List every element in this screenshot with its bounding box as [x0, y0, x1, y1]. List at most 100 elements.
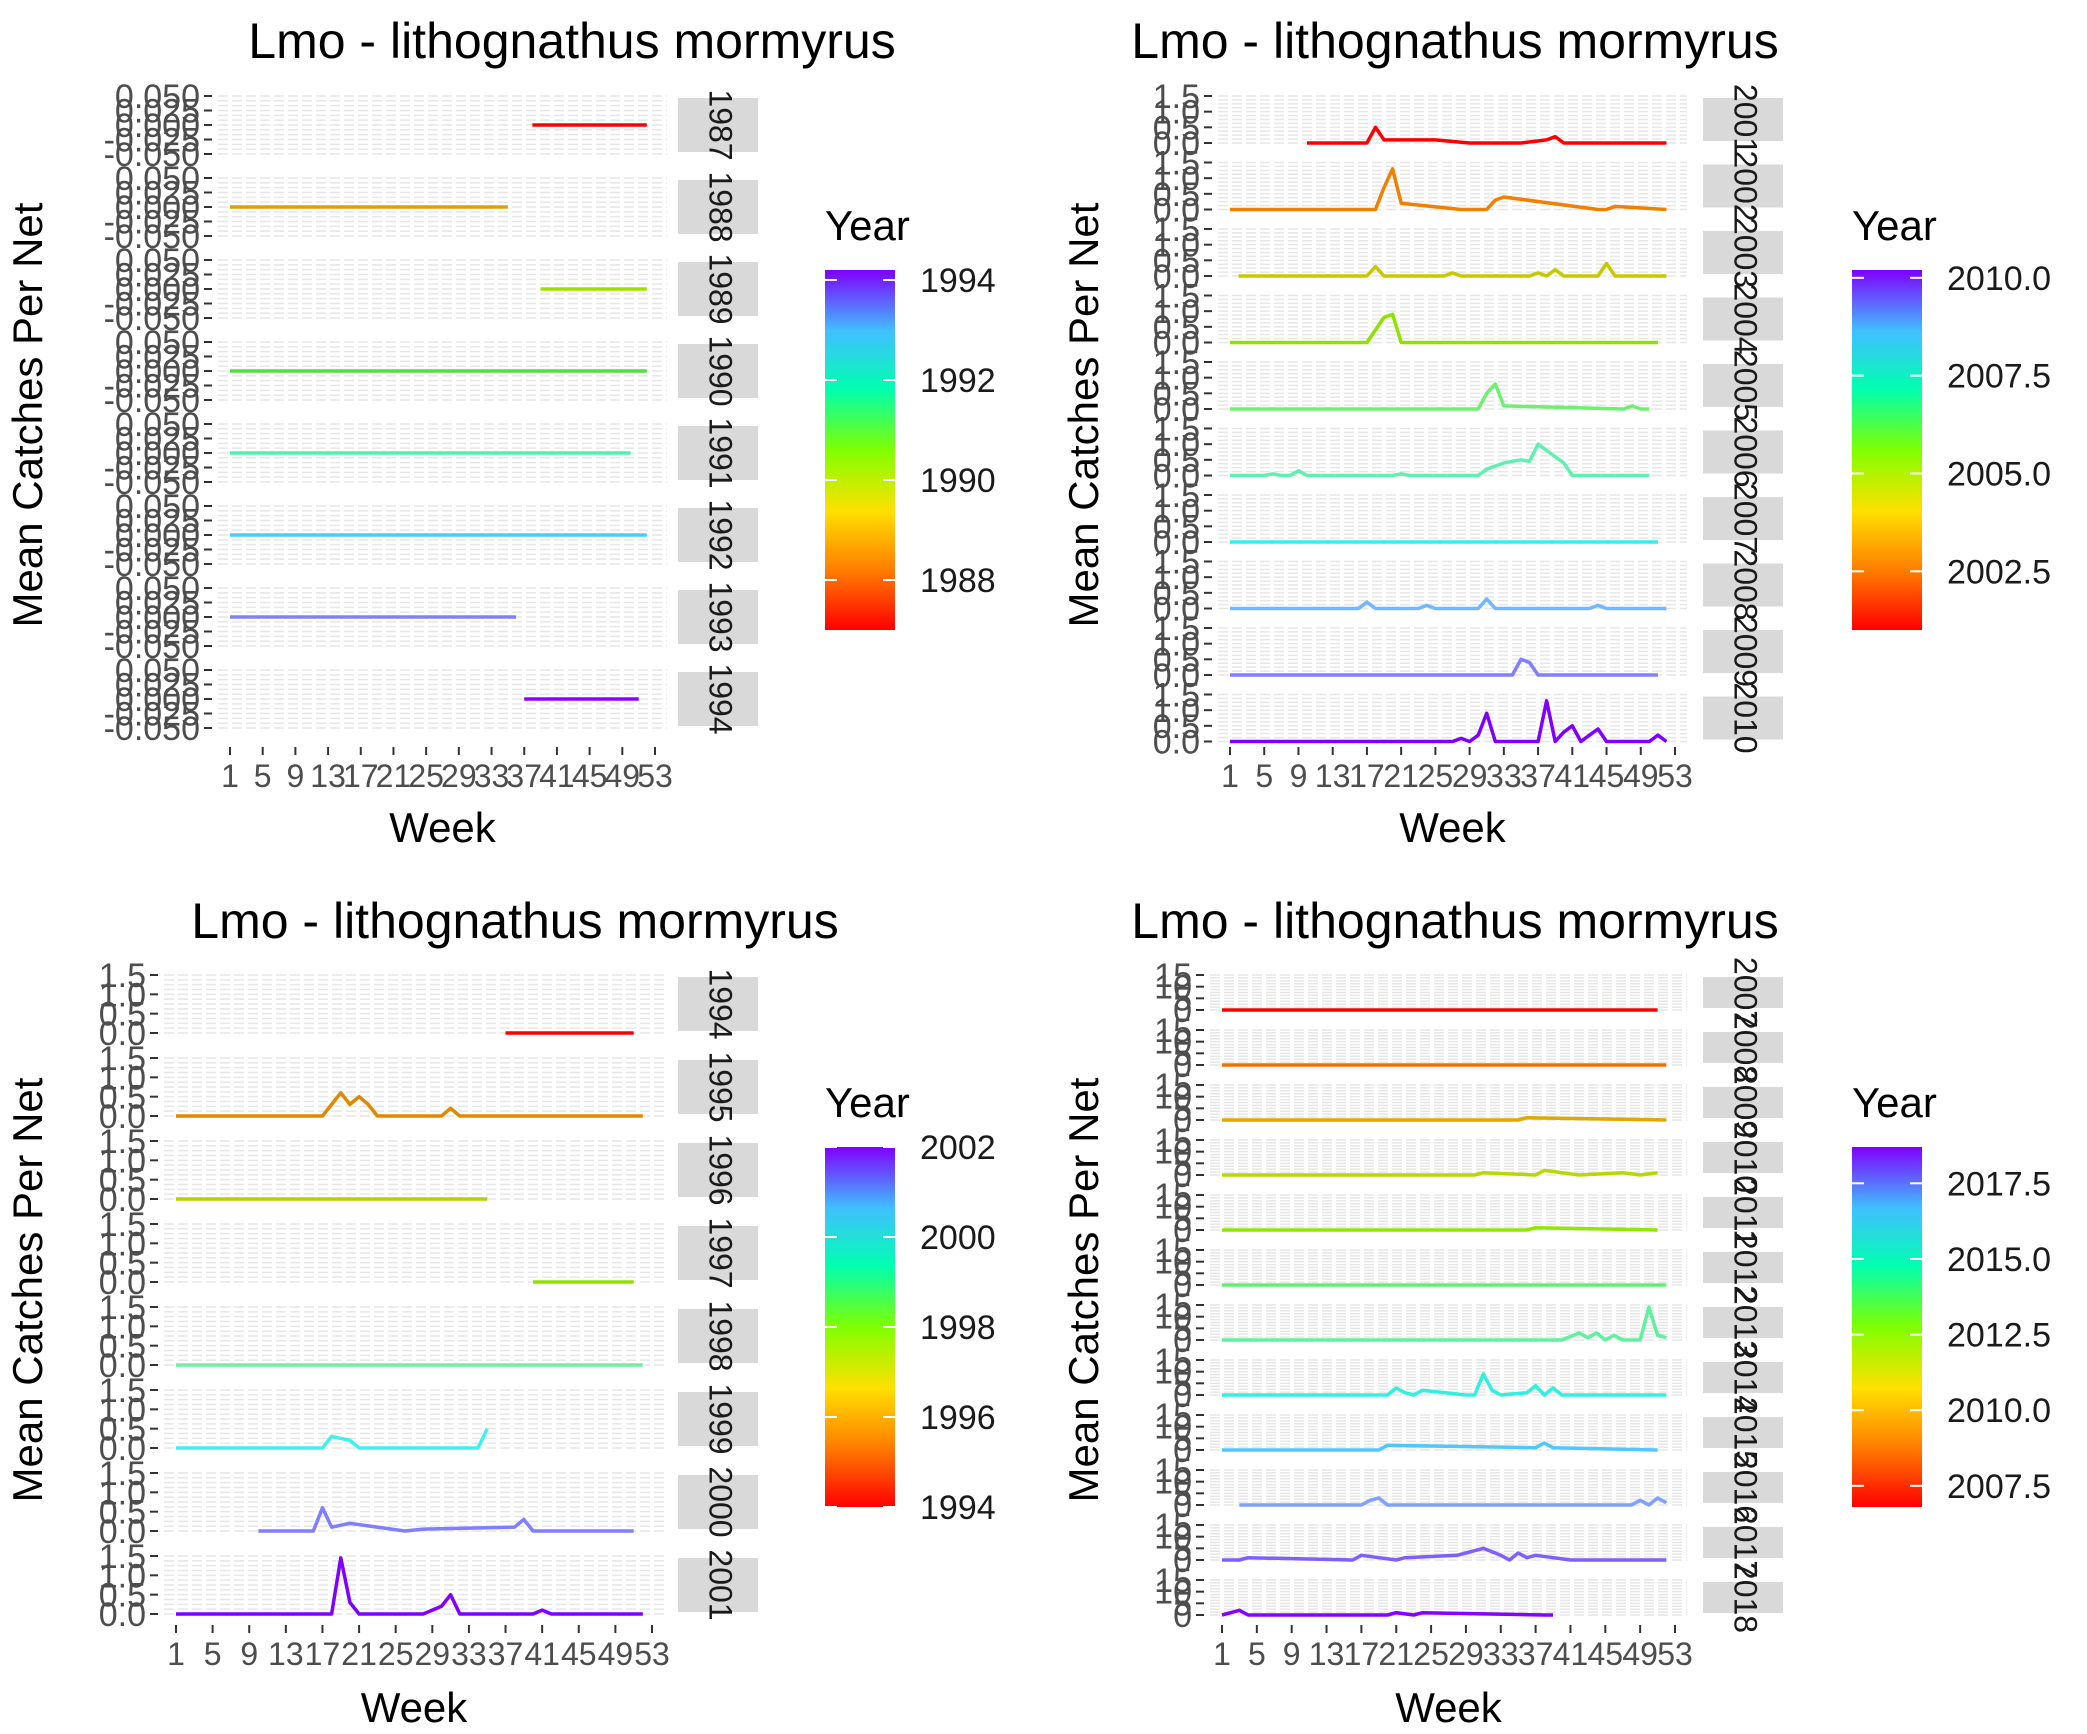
x-tick-label: 13: [268, 1636, 304, 1672]
legend-title: Year: [1852, 202, 1937, 249]
legend-tick-label: 1994: [920, 262, 996, 300]
facet-strip: [1703, 1527, 1783, 1558]
series-line-2006: [1230, 442, 1650, 478]
y-tick-label: -0.050: [104, 464, 200, 502]
facet-strip: [678, 1060, 758, 1114]
legend-tick-label: 1994: [920, 1489, 996, 1527]
facet-strip: [678, 344, 758, 398]
y-tick-label: 0.0: [99, 1430, 146, 1468]
y-tick-label: -0.025: [104, 204, 200, 242]
y-tick-label: 0.050: [115, 570, 200, 608]
y-tick-label: 15: [1154, 1232, 1192, 1270]
chart-panel-1: Lmo - lithognathus mormyrus Mean Catches …: [4, 13, 996, 851]
facet-strip-label: 1991: [703, 417, 739, 488]
y-tick-label: -0.025: [104, 286, 200, 324]
x-tick-label: 49: [605, 758, 641, 794]
x-tick-label: 17: [343, 758, 379, 794]
facet-strip-label: 2018: [1728, 1562, 1764, 1633]
x-tick-label: 29: [1452, 758, 1488, 794]
facet-strip-label: 2006: [1728, 416, 1764, 487]
x-tick-label: 53: [1657, 1636, 1693, 1672]
facet-strip: [678, 1226, 758, 1280]
x-tick-label: 9: [1290, 758, 1308, 794]
y-tick-label: -0.050: [104, 546, 200, 584]
y-tick-label: 1.5: [1153, 278, 1200, 316]
y-tick-label: 10: [1154, 1024, 1192, 1062]
facet-strip: [1703, 98, 1783, 141]
y-tick-label: 10: [1154, 1079, 1192, 1117]
legend-colorbar: [1852, 1147, 1922, 1507]
x-tick-label: 17: [1349, 758, 1385, 794]
y-tick-label: 5: [1173, 1035, 1192, 1073]
y-tick-label: 15: [1154, 1012, 1192, 1050]
y-tick-label: 0.5: [99, 1245, 146, 1283]
y-tick-label: 0.0: [1153, 192, 1200, 230]
facet-strip: [1703, 1417, 1783, 1448]
x-tick-label: 49: [1622, 1636, 1658, 1672]
y-tick-label: 0: [1173, 1377, 1192, 1415]
series-line-2005: [1230, 382, 1650, 411]
facet-2005: 0.00.51.01.5 2005: [1153, 344, 1783, 429]
facet-strip: [1703, 696, 1783, 740]
facet-1998: 0.00.51.01.5 1998: [99, 1289, 758, 1385]
y-tick-label: 5: [1173, 1145, 1192, 1183]
facet-strip: [1703, 1087, 1783, 1118]
facet-strip-label: 2008: [1728, 1012, 1764, 1083]
legend-tick-label: 1998: [920, 1309, 996, 1347]
y-tick-label: 0.5: [99, 1494, 146, 1532]
y-tick-label: 0.025: [115, 503, 200, 541]
y-tick-label: 0.5: [99, 1411, 146, 1449]
y-tick-label: 0.050: [115, 406, 200, 444]
y-tick-label: 0: [1173, 992, 1192, 1030]
facet-strip-label: 1989: [703, 253, 739, 324]
y-tick-label: 5: [1173, 1090, 1192, 1128]
series-line-2001: [1307, 125, 1667, 145]
facet-1996: 0.00.51.01.5 1996: [99, 1123, 758, 1219]
facet-strip: [1703, 563, 1783, 607]
x-tick-label: 45: [1589, 758, 1625, 794]
y-tick-label: -0.050: [104, 710, 200, 748]
y-tick-label: -0.025: [104, 532, 200, 570]
y-tick-label: 1.5: [1153, 145, 1200, 183]
y-tick-label: 1.0: [99, 1225, 146, 1263]
facet-strip: [678, 508, 758, 562]
facet-strip: [1703, 231, 1783, 274]
y-tick-label: 0: [1173, 1157, 1192, 1195]
facet-strip-label: 2003: [1728, 217, 1764, 288]
y-tick-label: 0: [1173, 1322, 1192, 1360]
y-tick-label: 1.5: [1153, 411, 1200, 449]
facet-strip: [1703, 364, 1783, 407]
y-tick-label: 0.0: [1153, 325, 1200, 363]
chart-title: Lmo - lithognathus mormyrus: [1131, 893, 1778, 949]
x-tick-label: 37: [506, 758, 542, 794]
y-tick-label: 5: [1173, 1310, 1192, 1348]
y-tick-label: 1.0: [99, 976, 146, 1014]
y-tick-label: 0.0: [1153, 125, 1200, 163]
facet-2001: 0.00.51.01.5 2001: [99, 1538, 758, 1634]
x-tick-label: 33: [1483, 1636, 1519, 1672]
facet-strip: [1703, 1307, 1783, 1338]
y-tick-label: -0.050: [104, 628, 200, 666]
series-line-2017: [1222, 1546, 1667, 1562]
y-tick-label: 0: [1173, 1432, 1192, 1470]
facet-strip-label: 1994: [703, 968, 739, 1039]
chart-panel-3: Lmo - lithognathus mormyrus Mean Catches …: [4, 893, 996, 1731]
facet-1997: 0.00.51.01.5 1997: [99, 1206, 758, 1302]
y-axis-label: Mean Catches Per Net: [1060, 1077, 1107, 1502]
facet-strip-label: 1995: [703, 1051, 739, 1122]
y-tick-label: 1.5: [1153, 211, 1200, 249]
series-line-2016: [1239, 1496, 1668, 1507]
y-tick-label: 1.5: [99, 1372, 146, 1410]
x-tick-label: 37: [1518, 1636, 1554, 1672]
y-tick-label: 1.0: [1153, 94, 1200, 132]
facet-strip: [1703, 1142, 1783, 1173]
facet-strip-label: 1996: [703, 1134, 739, 1205]
series-line-2011: [1222, 1225, 1658, 1232]
